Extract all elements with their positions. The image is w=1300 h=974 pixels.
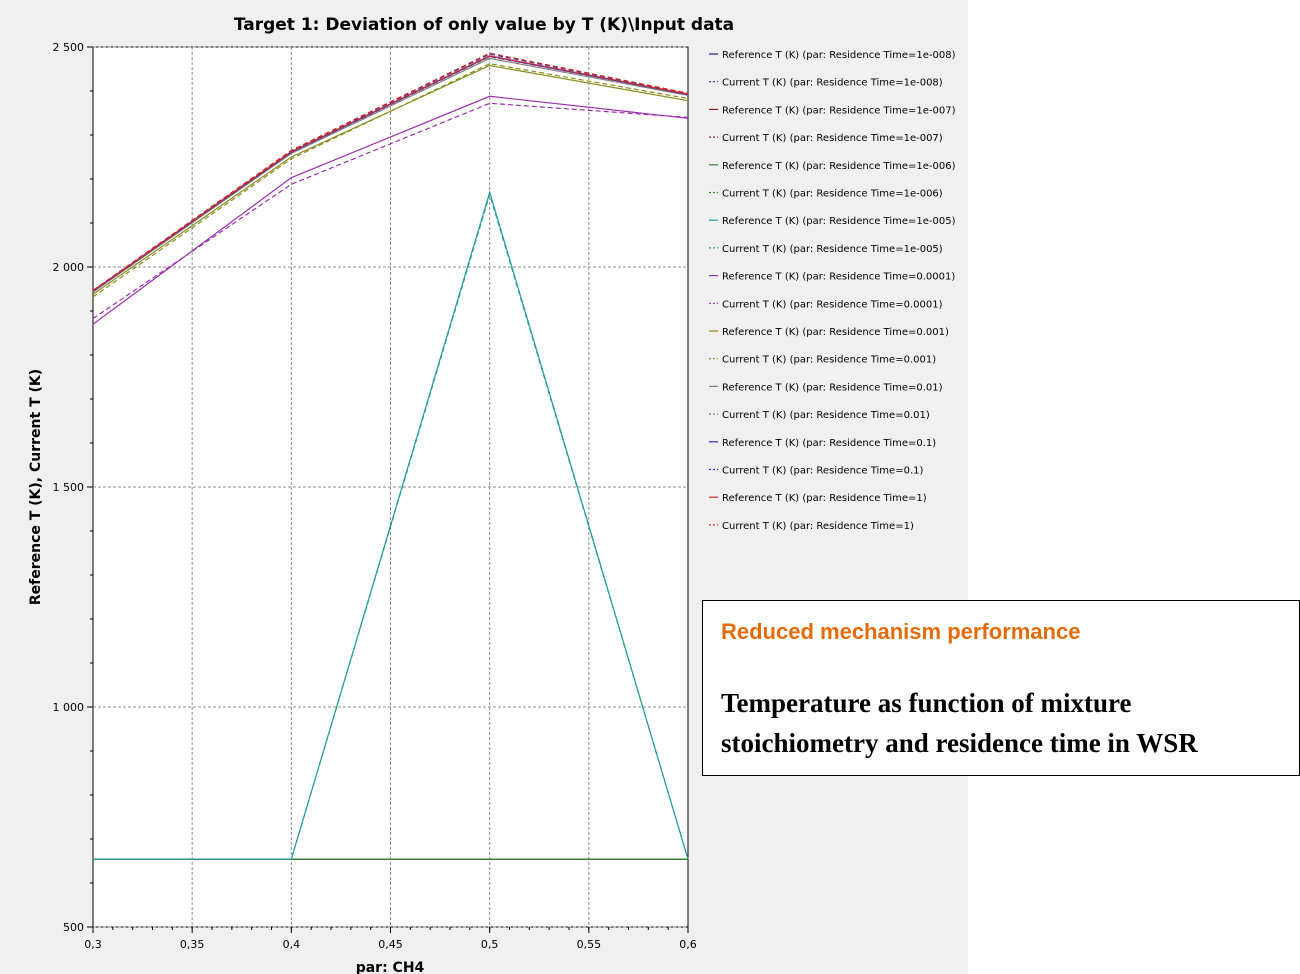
y-tick-label: 2 500: [53, 41, 85, 54]
legend-label: Current T (K) (par: Residence Time=0.1): [722, 466, 923, 477]
y-tick-label: 1 500: [53, 481, 85, 494]
legend-label: Current T (K) (par: Residence Time=1e-00…: [722, 78, 943, 89]
y-tick-label: 1 000: [53, 701, 85, 714]
series-line: [92, 64, 689, 295]
series-lines: [92, 52, 689, 860]
series-line: [92, 52, 689, 291]
legend-label: Reference T (K) (par: Residence Time=0.0…: [722, 272, 955, 283]
x-tick-label: 0,4: [283, 938, 301, 951]
y-axis-title: Reference T (K), Current T (K): [28, 369, 44, 605]
legend-label: Reference T (K) (par: Residence Time=1): [722, 493, 927, 504]
legend-label: Current T (K) (par: Residence Time=0.01): [722, 410, 930, 421]
legend-label: Reference T (K) (par: Residence Time=0.0…: [722, 327, 949, 338]
legend-label: Reference T (K) (par: Residence Time=0.1…: [722, 438, 936, 449]
series-line: [92, 55, 689, 292]
note-body: Temperature as function of mixture stoic…: [721, 688, 1198, 758]
x-tick-label: 0,3: [84, 938, 102, 951]
legend-label: Reference T (K) (par: Residence Time=1e-…: [722, 105, 956, 116]
x-tick-label: 0,55: [577, 938, 602, 951]
legend-label: Reference T (K) (par: Residence Time=1e-…: [722, 216, 956, 227]
legend-label: Current T (K) (par: Residence Time=1e-00…: [722, 244, 943, 255]
x-tick-label: 0,35: [180, 938, 205, 951]
series-line: [93, 192, 689, 860]
chart-title: Target 1: Deviation of only value by T (…: [234, 15, 734, 35]
x-axis-title: par: CH4: [356, 960, 425, 974]
note-heading: Reduced mechanism performance: [721, 619, 1081, 644]
legend-label: Current T (K) (par: Residence Time=0.001…: [722, 355, 936, 366]
x-tick-label: 0,6: [679, 938, 697, 951]
legend-label: Current T (K) (par: Residence Time=0.000…: [722, 299, 943, 310]
legend-label: Current T (K) (par: Residence Time=1): [722, 521, 914, 532]
legend-label: Current T (K) (par: Residence Time=1e-00…: [722, 189, 943, 200]
legend-label: Reference T (K) (par: Residence Time=1e-…: [722, 161, 956, 172]
y-tick-label: 2 000: [53, 261, 85, 274]
series-line: [92, 95, 689, 325]
legend-label: Current T (K) (par: Residence Time=1e-00…: [722, 133, 943, 144]
legend-label: Reference T (K) (par: Residence Time=0.0…: [722, 382, 943, 393]
note-box: Reduced mechanism performance Temperatur…: [702, 600, 1300, 776]
series-line: [92, 63, 689, 298]
legend-label: Reference T (K) (par: Residence Time=1e-…: [722, 50, 956, 61]
x-tick-label: 0,45: [378, 938, 403, 951]
axes: 0,3 0,35 0,4 0,45 0,5 0,55 0,6 500 1 000 1 500 2 0…: [53, 41, 697, 951]
y-tick-label: 500: [63, 921, 84, 934]
legend: Reference T (K) (par: Residence Time=1e-…: [709, 50, 956, 532]
series-line: [92, 102, 689, 319]
x-tick-label: 0,5: [481, 938, 499, 951]
